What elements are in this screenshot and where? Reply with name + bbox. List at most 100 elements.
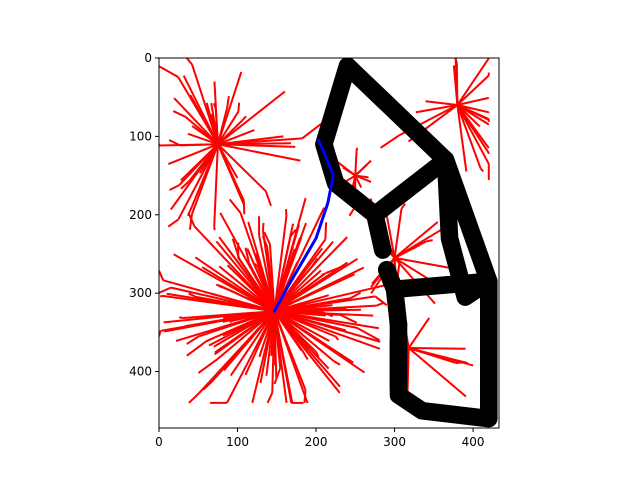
tree-edge xyxy=(177,143,219,220)
tree-edge xyxy=(332,325,347,332)
tree-edge xyxy=(456,74,490,106)
tree-edge xyxy=(188,392,200,404)
tree-edge xyxy=(168,139,181,147)
tree-edge xyxy=(456,104,468,172)
tree-edge xyxy=(167,143,219,165)
tree-edge xyxy=(217,310,276,360)
tree-edge xyxy=(197,358,219,374)
tree-edge xyxy=(342,166,356,177)
tree-edge xyxy=(393,208,403,259)
tree-edge xyxy=(187,132,219,146)
tree-edge xyxy=(217,143,301,162)
tree-edge xyxy=(219,212,276,312)
tree-edge xyxy=(273,310,322,343)
tree-edge xyxy=(229,320,233,324)
tree-edge xyxy=(185,58,193,66)
tree-edge xyxy=(226,247,276,312)
tree-edge xyxy=(159,65,179,78)
tree-edge xyxy=(222,320,225,324)
tree-edge xyxy=(175,310,275,342)
tree-edge xyxy=(355,174,369,179)
tree-edge xyxy=(218,284,230,291)
tree-edge xyxy=(194,256,275,313)
obstacle-lower-polygon xyxy=(436,151,498,306)
tree-edge xyxy=(374,295,388,306)
tree-edge xyxy=(325,264,347,275)
tree-edge xyxy=(217,143,239,179)
tree-edge xyxy=(456,104,482,169)
y-tick-label: 400 xyxy=(129,365,152,379)
tree-edge xyxy=(169,184,180,191)
tree-edge xyxy=(226,96,230,108)
tree-edge xyxy=(258,310,276,358)
tree-edge xyxy=(408,347,467,398)
y-tick-label: 0 xyxy=(144,51,152,65)
tree-edge xyxy=(223,310,276,372)
tree-edge xyxy=(229,310,276,377)
tree-edge xyxy=(274,310,381,343)
tree-edge xyxy=(191,64,219,145)
tree-edge xyxy=(210,102,219,145)
y-tick-label: 200 xyxy=(129,208,152,222)
tree-edge xyxy=(393,221,439,259)
tree-edge xyxy=(273,311,293,404)
tree-edge xyxy=(237,102,241,112)
tree-edge xyxy=(334,335,340,341)
tree-edge xyxy=(159,294,163,298)
tree-edge xyxy=(456,104,490,149)
planned-path xyxy=(272,138,335,313)
tree-edge xyxy=(333,359,341,366)
x-axis: 0 100 200 300 400 xyxy=(155,428,485,449)
path-line xyxy=(272,138,335,313)
tree-edge xyxy=(274,295,376,313)
tree-edge xyxy=(273,216,288,312)
tree-edge xyxy=(407,317,431,349)
tree-edge xyxy=(216,107,229,145)
tree-edge xyxy=(223,310,275,323)
tree-edge xyxy=(217,129,255,146)
y-axis: 0 100 200 300 400 xyxy=(129,51,159,379)
tree-edge xyxy=(273,367,282,385)
tree-edge xyxy=(180,180,191,190)
tree-edge xyxy=(425,239,433,243)
tree-edge xyxy=(186,340,207,357)
tree-edge xyxy=(258,234,276,312)
tree-edge xyxy=(213,144,219,227)
axes-frame xyxy=(158,57,500,429)
tree-edge xyxy=(172,110,186,118)
tree-edge xyxy=(455,361,466,364)
tree-edge xyxy=(213,81,219,145)
tree-edge xyxy=(301,349,309,361)
tree-edge xyxy=(273,257,359,313)
tree-edge xyxy=(241,115,247,121)
x-tick-label: 100 xyxy=(226,435,249,449)
tree-edge xyxy=(280,90,286,96)
tree-edge xyxy=(274,306,347,313)
tree-edge xyxy=(273,310,317,353)
tree-edge xyxy=(400,203,406,210)
tree-edge xyxy=(273,266,365,313)
tree-edge xyxy=(193,225,276,312)
tree-edge xyxy=(265,311,276,376)
tree-edge xyxy=(379,134,400,149)
tree-edge xyxy=(425,100,458,107)
tree-edge xyxy=(394,256,458,271)
tree-edge xyxy=(315,351,320,358)
tree-edge xyxy=(355,147,359,152)
tree-edge xyxy=(231,238,241,259)
tree-edge xyxy=(188,292,197,298)
tree-edge xyxy=(244,247,251,264)
tree-edge xyxy=(188,143,219,182)
tree-edge xyxy=(261,222,265,231)
tree-edge xyxy=(226,310,276,404)
tree-edge xyxy=(273,311,278,378)
tree-edge xyxy=(291,223,295,227)
tree-edge xyxy=(274,284,387,313)
tree-edge xyxy=(217,135,284,146)
tree-edge xyxy=(187,143,219,217)
tree-edge xyxy=(239,212,276,312)
x-tick-label: 200 xyxy=(305,435,328,449)
tree-edge xyxy=(167,218,179,228)
x-tick-label: 400 xyxy=(462,435,485,449)
